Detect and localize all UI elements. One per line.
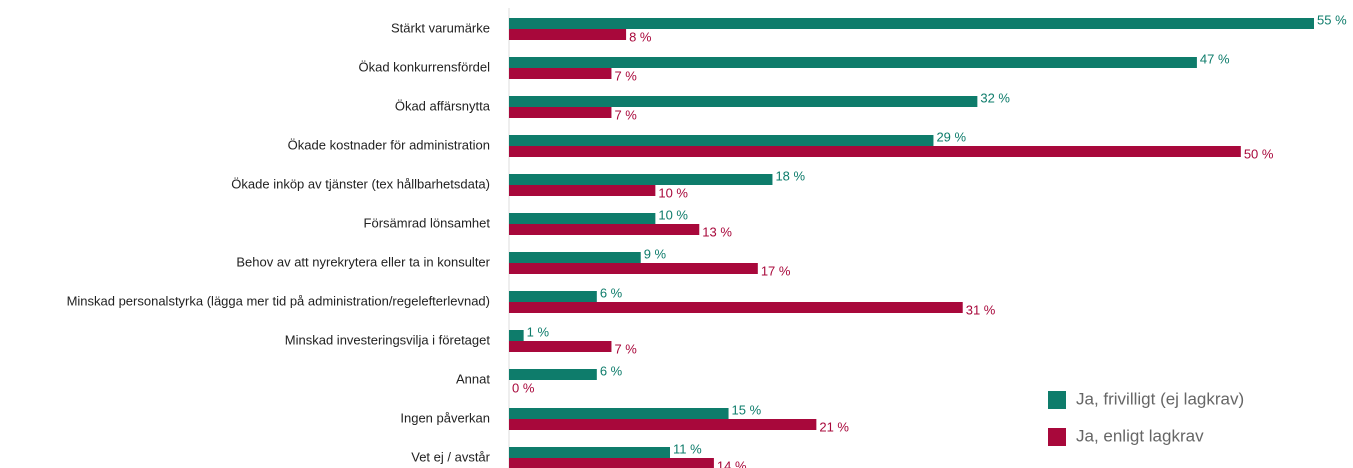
value-label: 6 % (600, 285, 623, 300)
value-label: 32 % (980, 90, 1010, 105)
value-label: 55 % (1317, 12, 1347, 27)
bar (509, 263, 758, 274)
category-label: Försämrad lönsamhet (364, 215, 491, 230)
value-label: 0 % (512, 380, 535, 395)
value-label: 29 % (936, 129, 966, 144)
category-label: Ingen påverkan (400, 410, 490, 425)
value-label: 10 % (658, 207, 688, 222)
category-label: Minskad personalstyrka (lägga mer tid på… (67, 293, 490, 308)
value-label: 11 % (673, 441, 702, 456)
bar (509, 369, 597, 380)
value-label: 8 % (629, 29, 652, 44)
value-label: 7 % (614, 68, 637, 83)
bar (509, 341, 612, 352)
bar (509, 146, 1241, 157)
value-label: 13 % (702, 224, 732, 239)
category-label: Vet ej / avstår (411, 449, 490, 464)
legend-swatch (1048, 391, 1066, 409)
bar (509, 68, 612, 79)
value-label: 21 % (819, 419, 849, 434)
category-label: Behov av att nyrekrytera eller ta in kon… (236, 254, 490, 269)
bar (509, 213, 656, 224)
bar (509, 18, 1314, 29)
bar (509, 252, 641, 263)
value-label: 6 % (600, 363, 623, 378)
value-label: 7 % (614, 107, 637, 122)
value-label: 47 % (1200, 51, 1230, 66)
value-label: 10 % (658, 185, 688, 200)
bar (509, 224, 700, 235)
category-label: Annat (456, 371, 490, 386)
category-label: Ökad affärsnytta (395, 98, 491, 113)
bar (509, 458, 714, 468)
legend-swatch (1048, 428, 1066, 446)
bar (509, 96, 978, 107)
category-label: Ökade kostnader för administration (288, 137, 490, 152)
bar (509, 447, 670, 458)
bar (509, 185, 656, 196)
legend-label: Ja, enligt lagkrav (1076, 426, 1204, 445)
bar (509, 302, 963, 313)
bar (509, 29, 627, 40)
value-label: 15 % (732, 402, 762, 417)
value-label: 14 % (717, 458, 747, 468)
bar (509, 107, 612, 118)
value-label: 50 % (1244, 146, 1274, 161)
value-label: 7 % (614, 341, 637, 356)
value-label: 17 % (761, 263, 791, 278)
bar (509, 408, 729, 419)
value-label: 1 % (527, 324, 550, 339)
bar (509, 330, 524, 341)
value-label: 9 % (644, 246, 667, 261)
bar (509, 291, 597, 302)
bar (509, 174, 773, 185)
bar (509, 135, 934, 146)
value-label: 18 % (775, 168, 805, 183)
bar (509, 419, 817, 430)
value-label: 31 % (966, 302, 996, 317)
bar (509, 57, 1197, 68)
legend-label: Ja, frivilligt (ej lagkrav) (1076, 389, 1244, 408)
category-label: Minskad investeringsvilja i företaget (285, 332, 491, 347)
category-label: Ökade inköp av tjänster (tex hållbarhets… (231, 176, 490, 191)
category-label: Stärkt varumärke (391, 20, 490, 35)
category-label: Ökad konkurrensfördel (358, 59, 490, 74)
